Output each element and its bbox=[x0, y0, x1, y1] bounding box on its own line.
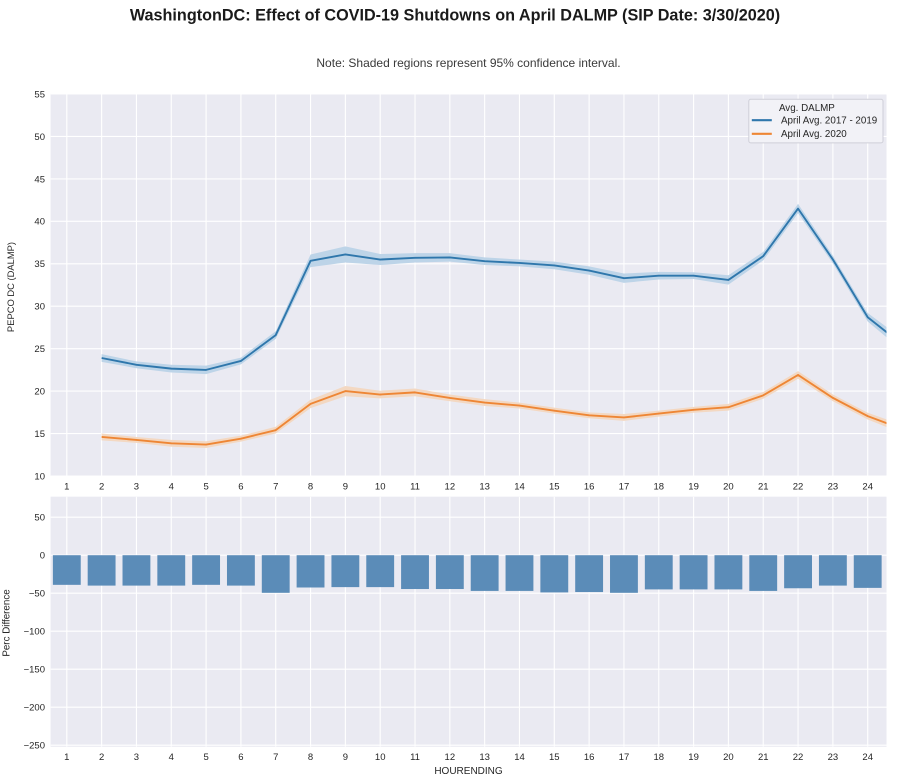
svg-text:16: 16 bbox=[584, 482, 595, 493]
svg-text:5: 5 bbox=[203, 482, 208, 493]
svg-text:−100: −100 bbox=[24, 627, 45, 638]
svg-text:14: 14 bbox=[514, 752, 525, 763]
svg-text:45: 45 bbox=[34, 174, 45, 185]
svg-text:10: 10 bbox=[34, 471, 45, 482]
svg-text:13: 13 bbox=[479, 482, 490, 493]
svg-text:23: 23 bbox=[828, 752, 839, 763]
svg-text:17: 17 bbox=[619, 482, 630, 493]
svg-text:40: 40 bbox=[34, 217, 45, 228]
svg-text:4: 4 bbox=[169, 482, 174, 493]
svg-text:24: 24 bbox=[862, 482, 873, 493]
svg-text:Perc Difference: Perc Difference bbox=[2, 589, 13, 657]
svg-text:2: 2 bbox=[99, 482, 104, 493]
svg-text:2: 2 bbox=[99, 752, 104, 763]
svg-text:−250: −250 bbox=[24, 741, 45, 752]
svg-text:Note: Shaded regions represent: Note: Shaded regions represent 95% confi… bbox=[316, 56, 620, 70]
svg-text:10: 10 bbox=[375, 752, 386, 763]
svg-text:20: 20 bbox=[34, 387, 45, 398]
svg-text:April Avg. 2020: April Avg. 2020 bbox=[781, 129, 847, 140]
svg-text:30: 30 bbox=[34, 302, 45, 313]
svg-text:15: 15 bbox=[549, 752, 560, 763]
svg-text:9: 9 bbox=[343, 752, 348, 763]
svg-text:19: 19 bbox=[688, 752, 699, 763]
svg-text:19: 19 bbox=[688, 482, 699, 493]
svg-text:10: 10 bbox=[375, 482, 386, 493]
svg-text:−50: −50 bbox=[29, 589, 45, 600]
svg-text:22: 22 bbox=[793, 482, 804, 493]
svg-text:50: 50 bbox=[34, 513, 45, 524]
svg-text:15: 15 bbox=[549, 482, 560, 493]
svg-text:8: 8 bbox=[308, 482, 313, 493]
svg-text:5: 5 bbox=[203, 752, 208, 763]
svg-text:7: 7 bbox=[273, 482, 278, 493]
svg-text:23: 23 bbox=[828, 482, 839, 493]
svg-text:50: 50 bbox=[34, 132, 45, 143]
svg-text:4: 4 bbox=[169, 752, 174, 763]
svg-text:17: 17 bbox=[619, 752, 630, 763]
svg-text:35: 35 bbox=[34, 259, 45, 270]
svg-text:20: 20 bbox=[723, 752, 734, 763]
svg-text:25: 25 bbox=[34, 344, 45, 355]
svg-text:−200: −200 bbox=[24, 703, 45, 714]
svg-text:14: 14 bbox=[514, 482, 525, 493]
svg-text:15: 15 bbox=[34, 429, 45, 440]
svg-text:21: 21 bbox=[758, 482, 769, 493]
svg-text:24: 24 bbox=[862, 752, 873, 763]
svg-text:12: 12 bbox=[445, 482, 456, 493]
svg-text:−150: −150 bbox=[24, 665, 45, 676]
svg-text:1: 1 bbox=[64, 752, 69, 763]
svg-text:18: 18 bbox=[653, 482, 664, 493]
svg-text:PEPCO DC (DALMP): PEPCO DC (DALMP) bbox=[5, 242, 16, 332]
svg-text:6: 6 bbox=[238, 482, 243, 493]
svg-text:7: 7 bbox=[273, 752, 278, 763]
svg-text:6: 6 bbox=[238, 752, 243, 763]
svg-text:12: 12 bbox=[445, 752, 456, 763]
svg-text:WashingtonDC: Effect of COVID-: WashingtonDC: Effect of COVID-19 Shutdow… bbox=[130, 7, 780, 25]
svg-text:0: 0 bbox=[40, 551, 45, 562]
svg-text:3: 3 bbox=[134, 752, 139, 763]
svg-text:21: 21 bbox=[758, 752, 769, 763]
svg-text:1: 1 bbox=[64, 482, 69, 493]
svg-text:22: 22 bbox=[793, 752, 804, 763]
svg-text:9: 9 bbox=[343, 482, 348, 493]
svg-text:3: 3 bbox=[134, 482, 139, 493]
svg-text:8: 8 bbox=[308, 752, 313, 763]
svg-text:April Avg. 2017 - 2019: April Avg. 2017 - 2019 bbox=[781, 116, 877, 127]
svg-text:11: 11 bbox=[410, 752, 420, 763]
svg-text:18: 18 bbox=[653, 752, 664, 763]
svg-text:11: 11 bbox=[410, 482, 420, 493]
svg-text:Avg. DALMP: Avg. DALMP bbox=[779, 103, 835, 114]
svg-text:20: 20 bbox=[723, 482, 734, 493]
svg-text:HOURENDING: HOURENDING bbox=[434, 766, 503, 777]
svg-text:55: 55 bbox=[34, 89, 45, 100]
svg-text:16: 16 bbox=[584, 752, 595, 763]
svg-text:13: 13 bbox=[479, 752, 490, 763]
